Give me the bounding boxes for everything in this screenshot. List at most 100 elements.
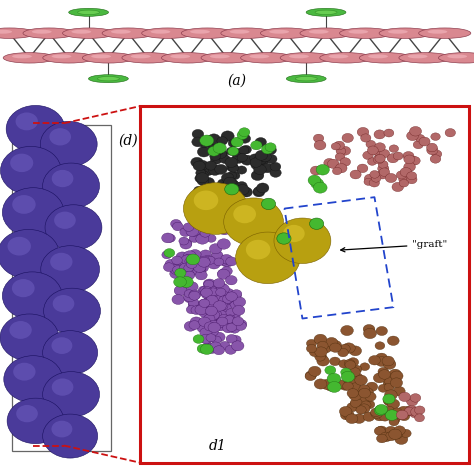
Circle shape — [4, 356, 63, 403]
Circle shape — [231, 290, 242, 298]
Circle shape — [211, 336, 221, 344]
Circle shape — [350, 170, 361, 179]
Circle shape — [431, 133, 440, 140]
Circle shape — [325, 366, 336, 374]
Circle shape — [219, 314, 229, 323]
Bar — [140, 106, 469, 463]
Circle shape — [216, 188, 226, 196]
Circle shape — [373, 155, 384, 164]
Circle shape — [419, 28, 471, 38]
Circle shape — [240, 187, 253, 197]
Circle shape — [219, 295, 231, 305]
Circle shape — [375, 342, 385, 350]
Circle shape — [364, 328, 376, 338]
Circle shape — [183, 223, 194, 231]
Circle shape — [314, 140, 326, 150]
Circle shape — [200, 135, 214, 146]
Circle shape — [12, 279, 35, 297]
Circle shape — [0, 229, 59, 279]
Circle shape — [170, 269, 182, 279]
Circle shape — [356, 406, 366, 414]
Circle shape — [179, 276, 193, 288]
Circle shape — [221, 131, 234, 141]
Circle shape — [228, 139, 239, 147]
Circle shape — [331, 143, 340, 150]
Circle shape — [391, 371, 403, 381]
Circle shape — [233, 205, 256, 223]
Circle shape — [217, 269, 230, 279]
Circle shape — [334, 141, 345, 150]
Circle shape — [215, 322, 226, 331]
Circle shape — [365, 174, 375, 183]
Circle shape — [383, 357, 392, 365]
Circle shape — [202, 287, 212, 295]
Circle shape — [32, 30, 52, 34]
Circle shape — [131, 55, 151, 58]
Circle shape — [223, 324, 234, 333]
Circle shape — [182, 281, 192, 289]
Circle shape — [346, 375, 359, 386]
Circle shape — [45, 205, 102, 250]
Circle shape — [269, 30, 289, 34]
Circle shape — [349, 391, 362, 401]
Circle shape — [379, 411, 391, 421]
Circle shape — [219, 225, 231, 235]
Circle shape — [360, 394, 371, 402]
Circle shape — [219, 257, 228, 265]
Circle shape — [380, 432, 392, 442]
Circle shape — [195, 221, 208, 231]
Circle shape — [6, 105, 65, 153]
Circle shape — [317, 356, 329, 366]
Circle shape — [306, 345, 317, 353]
Circle shape — [43, 53, 95, 63]
Circle shape — [251, 160, 263, 170]
Circle shape — [189, 291, 200, 300]
Circle shape — [0, 30, 12, 34]
Circle shape — [352, 365, 362, 374]
Circle shape — [376, 353, 387, 363]
Circle shape — [180, 239, 192, 249]
Circle shape — [347, 389, 358, 398]
Circle shape — [341, 368, 351, 376]
Circle shape — [265, 146, 276, 155]
Circle shape — [262, 198, 276, 210]
Circle shape — [0, 146, 61, 195]
Circle shape — [211, 321, 221, 329]
Circle shape — [221, 304, 231, 311]
Circle shape — [400, 167, 412, 177]
Circle shape — [341, 371, 355, 382]
Circle shape — [189, 320, 200, 329]
Circle shape — [184, 290, 194, 298]
Circle shape — [228, 147, 238, 155]
Circle shape — [206, 135, 217, 144]
Circle shape — [406, 406, 418, 415]
Circle shape — [40, 121, 97, 167]
Circle shape — [9, 321, 32, 339]
Circle shape — [205, 306, 218, 316]
Circle shape — [208, 259, 220, 269]
Circle shape — [142, 28, 194, 38]
Circle shape — [200, 250, 211, 259]
Circle shape — [348, 30, 368, 34]
Circle shape — [228, 311, 240, 320]
Circle shape — [53, 295, 74, 312]
Circle shape — [309, 366, 321, 376]
Circle shape — [344, 359, 355, 368]
Circle shape — [193, 161, 205, 171]
Circle shape — [186, 282, 198, 292]
Circle shape — [226, 257, 237, 266]
Circle shape — [357, 164, 368, 173]
Circle shape — [192, 129, 204, 139]
Circle shape — [236, 232, 300, 283]
Circle shape — [8, 237, 31, 255]
Circle shape — [215, 283, 225, 291]
Circle shape — [44, 288, 100, 334]
Circle shape — [151, 30, 170, 34]
Circle shape — [50, 253, 73, 271]
Circle shape — [226, 323, 237, 331]
Circle shape — [227, 179, 238, 188]
Circle shape — [210, 55, 230, 58]
Circle shape — [181, 28, 233, 38]
Circle shape — [196, 160, 209, 170]
Circle shape — [310, 166, 321, 175]
